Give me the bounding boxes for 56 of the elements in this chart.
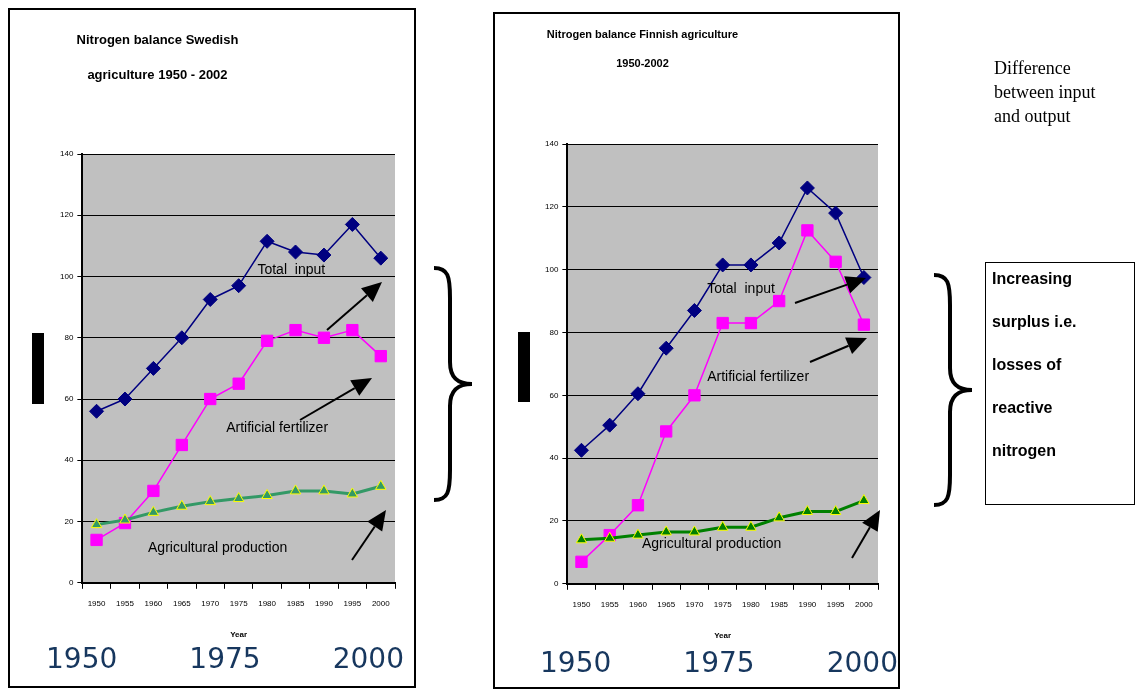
chart-title: Nitrogen balance Finnish agriculture 1950-2002 xyxy=(546,28,739,69)
x-tick-label: 1980 xyxy=(742,599,761,609)
x-tick-label: 1975 xyxy=(229,598,249,608)
y-tick-label: 40 xyxy=(549,453,559,463)
y-tick-label: 0 xyxy=(553,579,559,588)
text: 2000 xyxy=(332,642,404,675)
x-tick-label: 1990 xyxy=(315,598,334,608)
text: Difference between input and output xyxy=(994,57,1097,128)
series-label: Agricultural production xyxy=(641,535,782,552)
text: 1975 xyxy=(683,646,755,679)
x-tick-label: 1990 xyxy=(798,599,817,609)
x-tick-label: 1980 xyxy=(258,598,277,608)
text: 2000 xyxy=(826,646,898,679)
chart-title: Nitrogen balance Swedish agriculture 1950 - 2002 xyxy=(76,32,239,82)
y-tick-label: 120 xyxy=(544,202,559,212)
y-tick-label: 60 xyxy=(64,394,74,404)
x-tick-label: 1970 xyxy=(685,599,704,609)
series-label: Artificial fertilizer xyxy=(707,367,810,384)
x-tick-label: 1985 xyxy=(770,599,789,609)
y-tick-label: 120 xyxy=(59,210,74,220)
y-tick-label: 0 xyxy=(68,578,74,587)
x-tick-label: 1965 xyxy=(172,598,192,608)
x-axis-title: Year xyxy=(714,631,732,641)
x-tick-label: 1985 xyxy=(286,598,305,608)
x-tick-label: 1960 xyxy=(144,598,163,608)
x-tick-label: 1995 xyxy=(826,599,846,609)
text: 1950 xyxy=(46,642,118,675)
series-label: Total input xyxy=(257,260,326,277)
y-tick-label: 80 xyxy=(64,332,74,342)
text: Increasing surplus i.e. losses of reactive nitrogen xyxy=(992,270,1077,459)
y-tick-label: 140 xyxy=(59,149,74,159)
x-tick-label: 2000 xyxy=(371,598,391,608)
x-tick-label: 1950 xyxy=(572,599,591,609)
x-tick-label: 1970 xyxy=(201,598,220,608)
series-label: Agricultural production xyxy=(148,539,288,556)
x-tick-label: 1965 xyxy=(657,599,676,609)
y-tick-label: 100 xyxy=(59,271,74,281)
x-axis-title: Year xyxy=(230,630,248,640)
text: 1950 xyxy=(540,646,612,679)
y-tick-label: 140 xyxy=(544,139,559,149)
x-tick-label: 1950 xyxy=(87,598,107,608)
x-tick-label: 1955 xyxy=(600,599,620,609)
text: 1975 xyxy=(189,642,261,675)
series-label: Artificial fertilizer xyxy=(226,419,329,436)
x-tick-label: 1955 xyxy=(116,598,135,608)
y-tick-label: 100 xyxy=(544,264,559,274)
x-tick-label: 2000 xyxy=(854,599,874,609)
series-label: Total input xyxy=(707,279,775,296)
x-tick-label: 1995 xyxy=(343,598,362,608)
y-tick-label: 60 xyxy=(549,390,559,400)
y-tick-label: 80 xyxy=(549,327,559,337)
y-tick-label: 40 xyxy=(64,455,74,465)
x-tick-label: 1960 xyxy=(629,599,648,609)
y-tick-label: 20 xyxy=(549,516,559,526)
y-tick-label: 20 xyxy=(64,516,74,526)
x-tick-label: 1975 xyxy=(713,599,733,609)
